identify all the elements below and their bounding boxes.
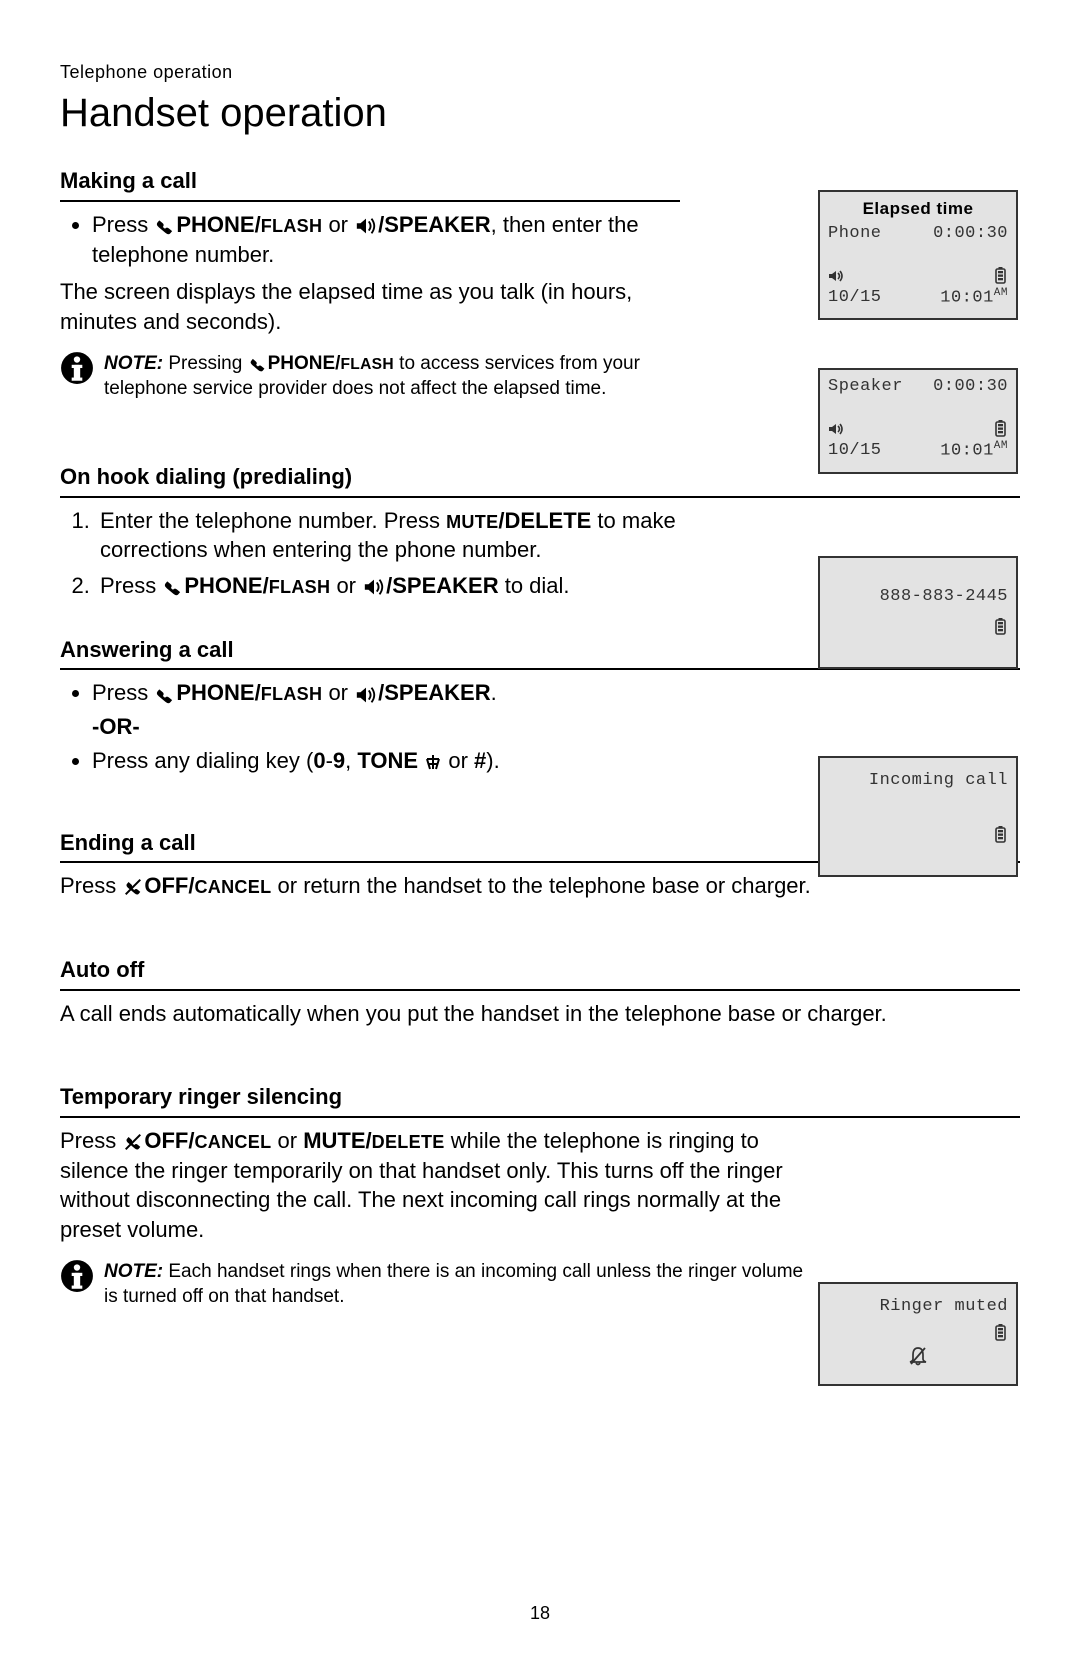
speaker-icon [355, 684, 377, 706]
page-title: Handset operation [60, 86, 1020, 140]
breadcrumb: Telephone operation [60, 60, 1020, 84]
lcd-predial: 888-883-2445 [818, 556, 1018, 669]
auto-off-text: A call ends automatically when you put t… [60, 999, 1020, 1029]
ringer-silencing-text: Press OFF/CANCEL or MUTE/DELETE while th… [60, 1126, 810, 1245]
handset-icon [249, 355, 267, 373]
answer-bullet-1: Press PHONE/FLASH or /SPEAKER. -OR- [92, 678, 680, 741]
speaker-lcd-icon [828, 268, 846, 284]
predial-step-1: Enter the telephone number. Press MUTE/D… [96, 506, 680, 565]
lcd-title: Elapsed time [828, 198, 1008, 221]
battery-icon [994, 1323, 1008, 1343]
speaker-lcd-icon [828, 421, 846, 437]
handset-icon [163, 577, 183, 597]
info-icon [60, 351, 94, 385]
speaker-icon [363, 576, 385, 598]
lcd-ringer-muted: Ringer muted [818, 1282, 1018, 1386]
bell-mute-icon [907, 1345, 929, 1367]
tone-icon [425, 753, 441, 771]
answer-bullet-2: Press any dialing key (0-9, TONE or #). [92, 746, 680, 776]
battery-icon [994, 266, 1008, 286]
heading-making-a-call: Making a call [60, 166, 680, 202]
battery-icon [994, 419, 1008, 439]
off-icon [123, 1132, 143, 1152]
lcd-speaker: Speaker 0:00:30 10/15 10:01AM [818, 368, 1018, 474]
off-icon [123, 877, 143, 897]
handset-icon [155, 685, 175, 705]
predial-step-2: Press PHONE/FLASH or /SPEAKER to dial. [96, 571, 680, 601]
speaker-icon [355, 215, 377, 237]
page-number: 18 [0, 1601, 1080, 1625]
battery-icon [994, 825, 1008, 845]
lcd-incoming: Incoming call [818, 756, 1018, 877]
making-note: NOTE: Pressing PHONE/FLASH to access ser… [60, 351, 680, 402]
battery-icon [994, 617, 1008, 637]
handset-icon [155, 216, 175, 236]
heading-auto-off: Auto off [60, 955, 1020, 991]
making-bullet: Press PHONE/FLASH or /SPEAKER, then ente… [92, 210, 680, 269]
lcd-phone: Elapsed time Phone 0:00:30 10/15 10:01AM [818, 190, 1018, 320]
heading-ringer-silencing: Temporary ringer silencing [60, 1082, 1020, 1118]
making-para: The screen displays the elapsed time as … [60, 277, 680, 336]
info-icon [60, 1259, 94, 1293]
ringer-note: NOTE: Each handset rings when there is a… [60, 1259, 810, 1310]
